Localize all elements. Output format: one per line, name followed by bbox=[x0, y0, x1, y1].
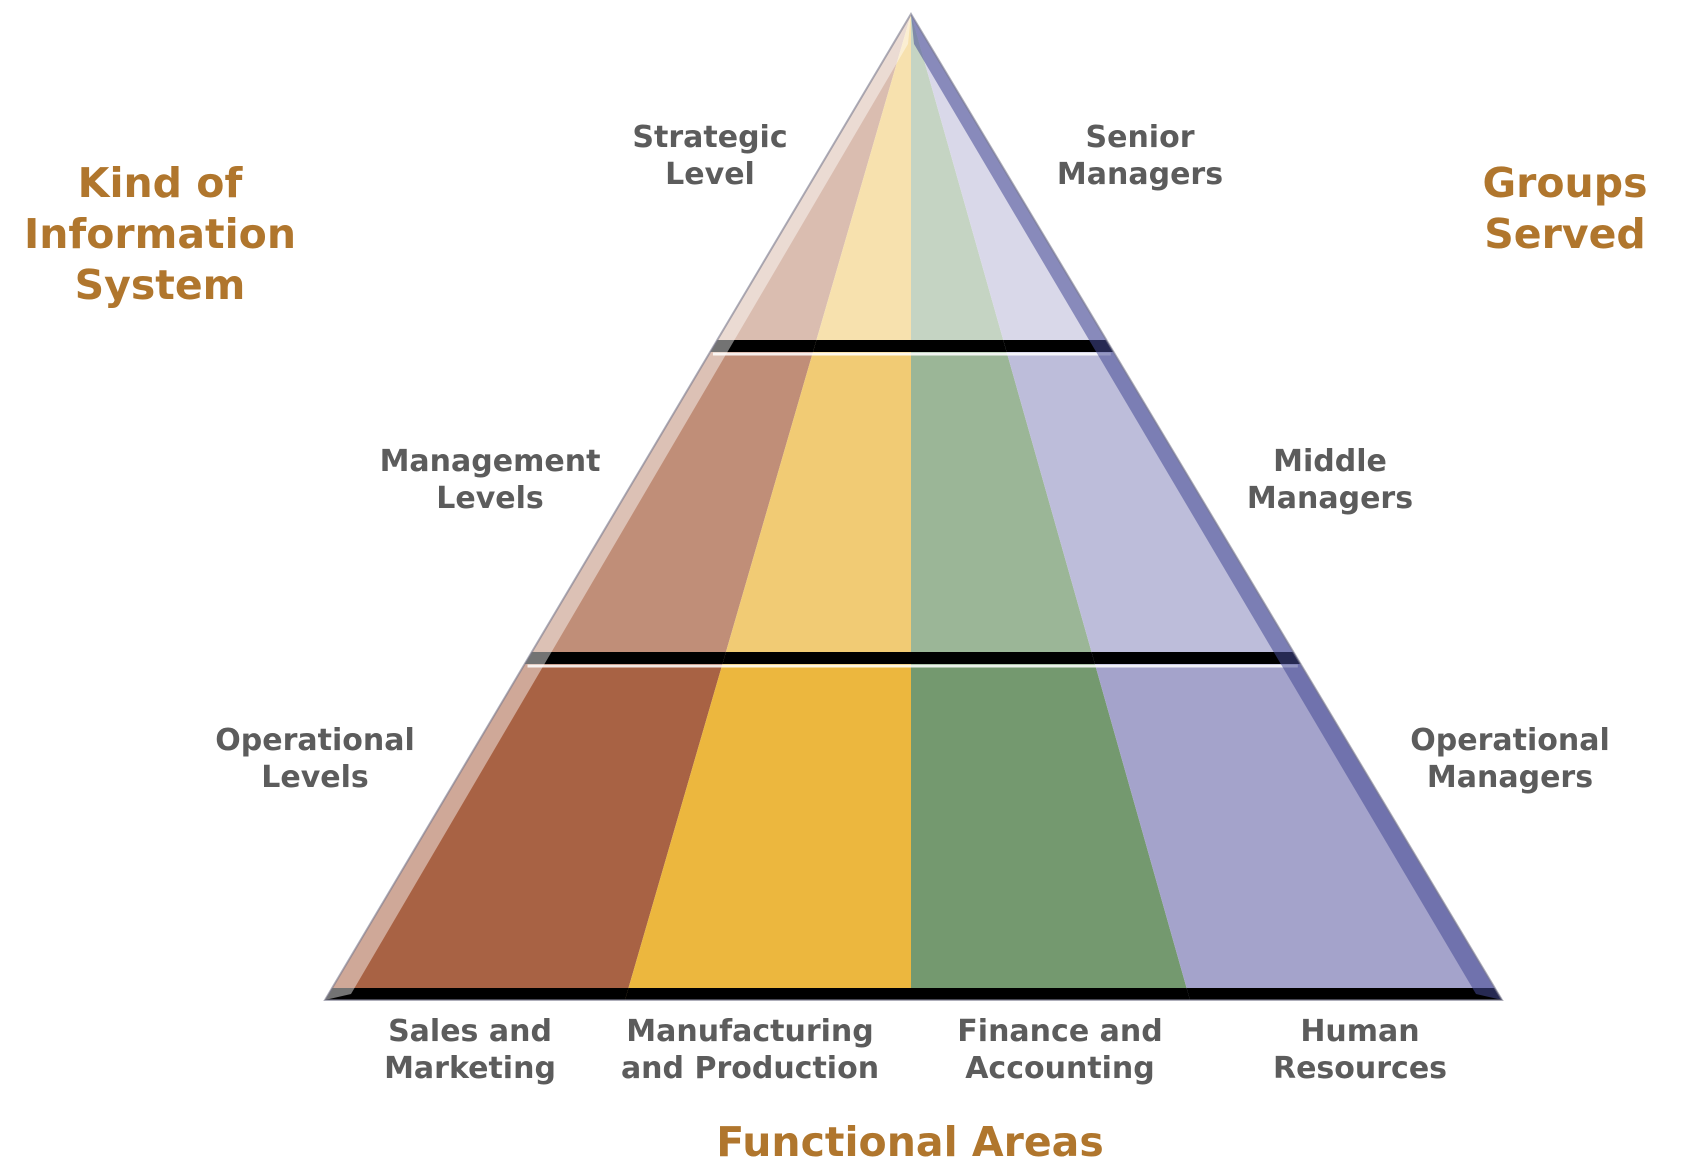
tier-divider-band-t1-a2 bbox=[812, 340, 911, 352]
tier-divider-band-t2-a3 bbox=[911, 652, 1095, 664]
pyramid-segment-tier3-area2 bbox=[625, 664, 911, 1000]
area-label-manufacturing-production: Manufacturing and Production bbox=[620, 1014, 880, 1086]
pyramid-segment-tier2-area3 bbox=[911, 352, 1095, 664]
area-label-human-resources: Human Resources bbox=[1272, 1014, 1448, 1086]
area-label-sales-marketing: Sales and Marketing bbox=[384, 1014, 556, 1086]
pyramid-segment-tier2-area1 bbox=[524, 352, 813, 664]
heading-groups-served: Groups Served bbox=[1482, 159, 1648, 258]
tier-divider-band-t3-a2 bbox=[625, 988, 911, 1000]
group-label-middle-managers: Middle Managers bbox=[1246, 444, 1414, 516]
group-label-senior-managers: Senior Managers bbox=[1056, 120, 1224, 192]
tier-divider-band-t3-a1 bbox=[325, 988, 629, 1000]
tier-divider-band-t2-a1 bbox=[524, 652, 726, 664]
pyramid-segment-tier3-area1 bbox=[325, 664, 723, 1000]
group-label-operational-managers: Operational Managers bbox=[1410, 723, 1610, 795]
tier-divider-band-t1-a1 bbox=[710, 340, 817, 352]
pyramid-outline bbox=[323, 12, 1504, 1001]
heading-functional-areas: Functional Areas bbox=[716, 1118, 1104, 1166]
tier-divider-band-t1-a3 bbox=[911, 340, 1007, 352]
area-label-finance-accounting: Finance and Accounting bbox=[957, 1014, 1163, 1086]
pyramid-segment-tier1-area2 bbox=[812, 14, 911, 352]
tier-divider-band-t3-a4 bbox=[1186, 988, 1502, 1000]
pyramid-segment-tier2-area4 bbox=[1006, 352, 1301, 664]
tier-divider-band-t3-a3 bbox=[911, 988, 1190, 1000]
level-label-management: Management Levels bbox=[379, 444, 601, 516]
level-label-operational: Operational Levels bbox=[215, 723, 415, 795]
tier-divider-band-t2-a4 bbox=[1091, 652, 1301, 664]
pyramid-segment-tier3-area3 bbox=[911, 664, 1190, 1000]
pyramid-segment-tier2-area2 bbox=[722, 352, 911, 664]
tier-divider-band-t2-a2 bbox=[722, 652, 911, 664]
pyramid-segment-tier3-area4 bbox=[1094, 664, 1502, 1000]
heading-kind-of-information-system: Kind of Information System bbox=[23, 159, 297, 309]
level-label-strategic: Strategic Level bbox=[632, 120, 788, 192]
tier-divider-band-t1-a4 bbox=[1003, 340, 1114, 352]
